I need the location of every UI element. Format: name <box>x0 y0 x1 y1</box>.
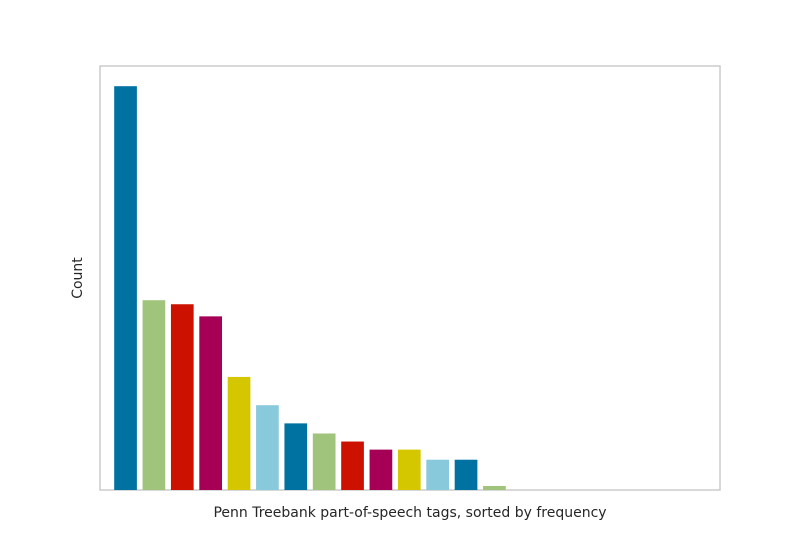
bar-1 <box>114 86 137 490</box>
bar-4 <box>199 316 223 490</box>
bar-7 <box>284 423 308 490</box>
bar-6 <box>256 405 279 490</box>
bar-12 <box>426 459 450 490</box>
bar-3 <box>170 304 194 490</box>
bar-9 <box>341 441 364 490</box>
bar-14 <box>483 485 506 490</box>
bar-13 <box>454 459 478 490</box>
y-axis-label: Count <box>70 257 86 299</box>
bars-group <box>114 86 506 490</box>
bar-5 <box>227 376 251 490</box>
bar-10 <box>369 449 393 490</box>
bar-11 <box>397 449 421 490</box>
bar-2 <box>142 300 166 490</box>
bar-8 <box>312 433 336 490</box>
x-axis-label: Penn Treebank part-of-speech tags, sorte… <box>213 505 606 521</box>
